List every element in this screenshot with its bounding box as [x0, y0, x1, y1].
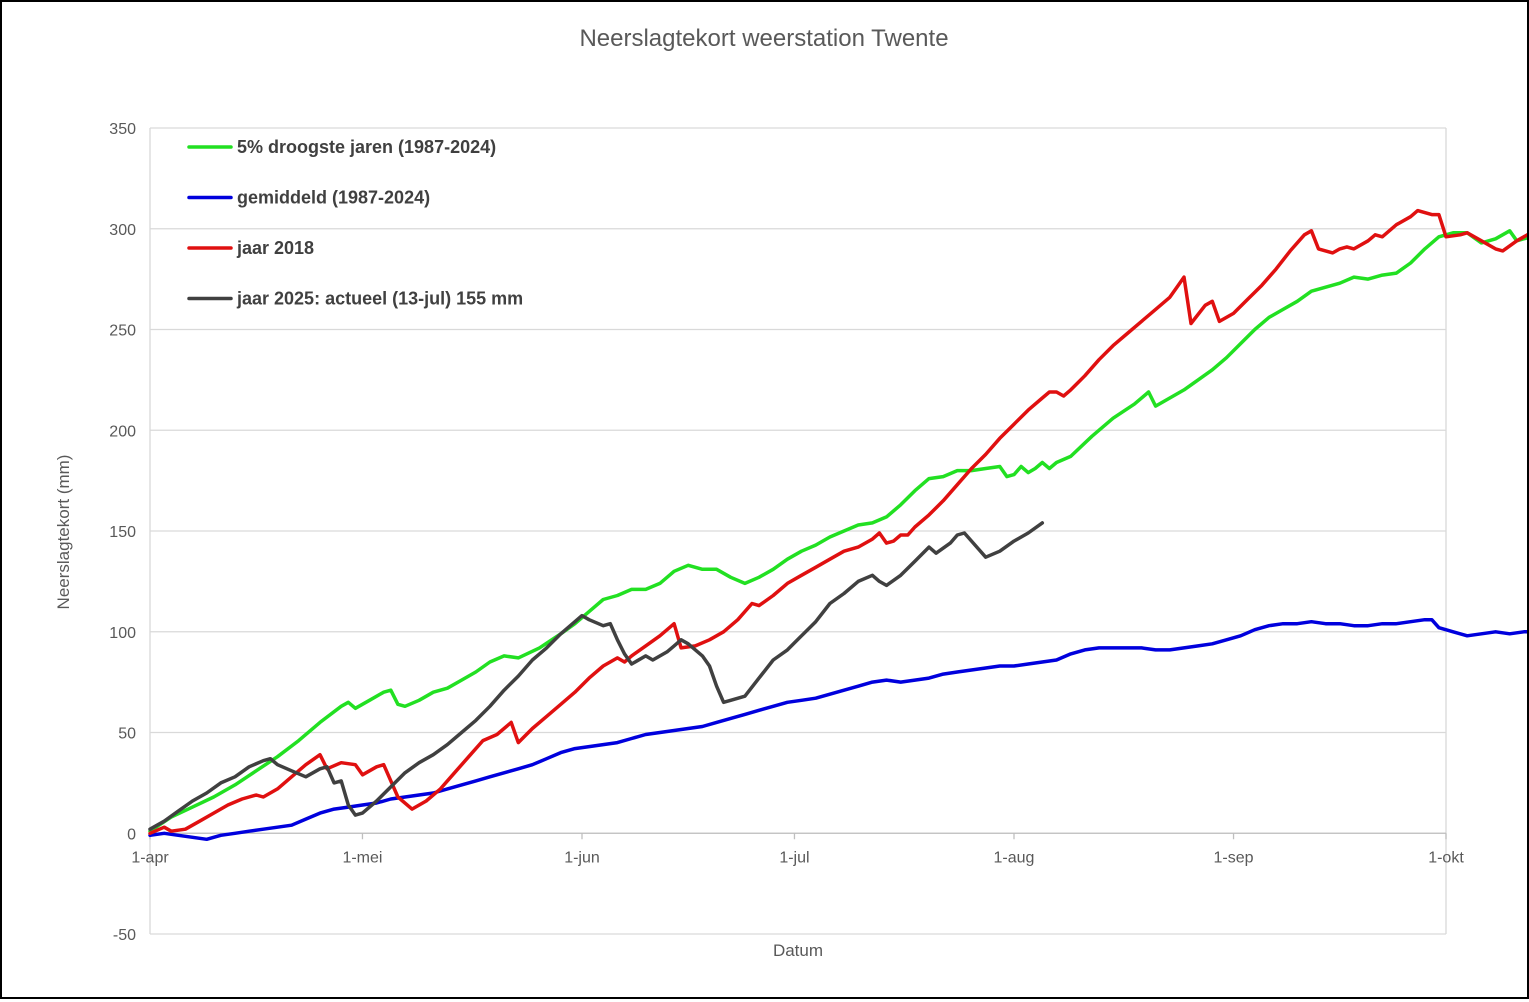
series-lines [148, 208, 1529, 842]
legend-label-2: gemiddeld (1987-2024) [237, 188, 430, 208]
x-tick-label: 1-apr [131, 849, 169, 866]
y-tick-label: -50 [113, 927, 136, 944]
legend-label-3: jaar 2018 [236, 238, 314, 258]
legend-label-1: 5% droogste jaren (1987-2024) [237, 137, 496, 157]
y-tick-label: 200 [109, 423, 136, 440]
y-tick-label: 50 [118, 726, 136, 743]
y-axis-title: Neerslagtekort (mm) [54, 455, 73, 610]
x-tick-label: 1-aug [994, 849, 1035, 866]
legend: 5% droogste jaren (1987-2024) gemiddeld (… [187, 137, 523, 309]
y-tick-label: 100 [109, 625, 136, 642]
x-tick-label: 1-mei [342, 849, 382, 866]
x-tick-label: 1-jun [564, 849, 600, 866]
series-line-2 [148, 617, 1529, 842]
x-axis-ticks: 1-apr 1-mei 1-jun 1-jul 1-aug 1-sep 1-okt [131, 833, 1464, 866]
y-tick-label: 150 [109, 524, 136, 541]
y-tick-label: 350 [109, 121, 136, 138]
x-tick-label: 1-jul [779, 849, 809, 866]
series-line-1 [148, 229, 1529, 833]
chart-title: Neerslagtekort weerstation Twente [579, 25, 948, 52]
legend-label-4: jaar 2025: actueel (13-jul) 155 mm [236, 289, 523, 309]
y-tick-label: 250 [109, 323, 136, 340]
gridlines [149, 127, 1447, 935]
y-tick-label: 0 [127, 826, 136, 843]
series-line-3 [148, 208, 1529, 836]
x-tick-label: 1-sep [1214, 849, 1254, 866]
x-tick-label: 1-okt [1428, 849, 1464, 866]
y-axis-ticks: -50 0 50 100 150 200 250 300 350 [109, 121, 136, 944]
series-line-4 [148, 521, 1045, 831]
x-axis-title: Datum [773, 941, 823, 960]
y-tick-label: 300 [109, 222, 136, 239]
